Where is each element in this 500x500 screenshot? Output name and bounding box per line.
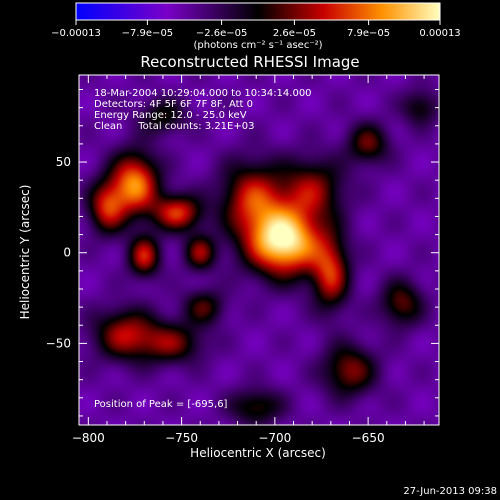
x-tick-label: −750 [165,431,198,445]
y-axis-label: Heliocentric Y (arcsec) [18,185,32,320]
x-tick-label: −800 [72,431,105,445]
heatmap-image [79,75,439,425]
colorbar-tick-label: −7.9e−05 [122,28,174,39]
colorbar-tick-label: −2.6e−05 [196,28,248,39]
colorbar-ticks: −0.00013 −7.9e−05 −2.6e−05 2.6e−05 7.9e−05 0.… [51,20,461,39]
peak-position-label: Position of Peak = [-695,6] [94,399,228,410]
x-tick-label: −700 [258,431,291,445]
axis-ticks: −800 −750 −700 −650 −50 0 50 [46,75,439,445]
annotation-counts: Clean Total counts: 3.21E+03 [94,121,254,132]
colorbar-tick-label: −0.00013 [51,28,101,39]
colorbar-tick-label: 0.00013 [419,28,460,39]
y-tick-label: 0 [63,246,71,260]
plot-frame [78,74,440,426]
footer-timestamp: 27-Jun-2013 09:38 [403,486,497,497]
colorbar-tick-label: 2.6e−05 [273,28,316,39]
colorbar-tick-label: 7.9e−05 [347,28,390,39]
colorbar [75,2,441,21]
y-tick-label: −50 [46,336,71,350]
annotation-energy: Energy Range: 12.0 - 25.0 keV [94,110,247,121]
annotation-time: 18-Mar-2004 10:29:04.000 to 10:34:14.000 [94,88,312,99]
plot-area [79,75,439,425]
y-tick-label: 50 [56,155,71,169]
x-tick-label: −650 [352,431,385,445]
annotation-detectors: Detectors: 4F 5F 6F 7F 8F, Att 0 [94,99,253,110]
chart-title: Reconstructed RHESSI Image [140,53,359,71]
x-axis-label: Heliocentric X (arcsec) [190,446,326,460]
colorbar-units-label: (photons cm⁻² s⁻¹ asec⁻²) [193,40,322,51]
